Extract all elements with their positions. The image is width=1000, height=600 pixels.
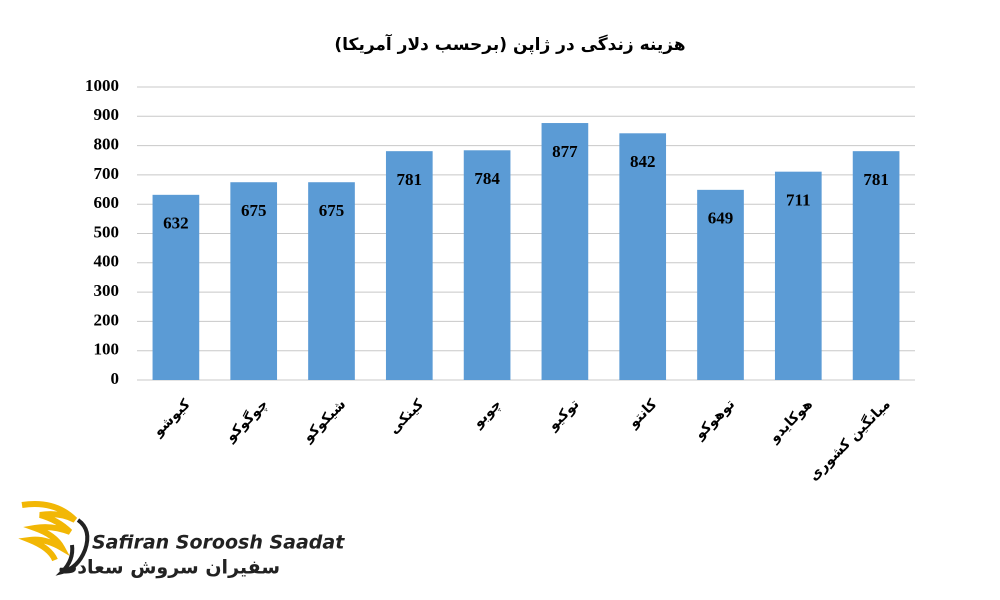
x-tick-label: توهوکو [691, 396, 738, 443]
bar [619, 133, 667, 380]
value-label: 842 [630, 152, 656, 171]
bar [541, 123, 589, 380]
value-label: 781 [863, 170, 889, 189]
logo-latin: Safiran Soroosh Saadat [92, 532, 345, 554]
x-tick-label: چوگوکو [221, 396, 271, 446]
bar [852, 151, 900, 380]
y-tick-label: 600 [94, 193, 120, 212]
x-tick-label: توکیو [545, 396, 583, 434]
x-tick-label: کینکی [386, 396, 428, 438]
bar [230, 182, 278, 380]
x-tick-label: چوبو [469, 396, 504, 431]
bar [308, 182, 355, 380]
value-label: 649 [708, 209, 734, 228]
x-tick-label: کیوشو [150, 396, 195, 441]
logo-persian: سفیران سروش سعادت [58, 557, 280, 579]
y-tick-label: 0 [111, 369, 120, 388]
bar [385, 151, 433, 380]
chart-title: هزینه زندگی در ژاپن (برحسب دلار آمریکا) [334, 33, 685, 55]
bar [463, 150, 511, 380]
y-tick-label: 800 [94, 135, 120, 154]
value-label: 877 [552, 142, 578, 161]
y-tick-label: 500 [94, 222, 120, 241]
y-tick-label: 100 [94, 340, 120, 359]
y-tick-label: 400 [94, 252, 120, 271]
y-tick-label: 1000 [85, 76, 119, 95]
value-label: 781 [397, 170, 423, 189]
logo-wing [18, 501, 78, 562]
logo-swan [55, 518, 90, 576]
value-label: 675 [241, 201, 267, 220]
bar [697, 189, 744, 380]
y-tick-label: 300 [94, 281, 120, 300]
bar [774, 171, 822, 380]
x-tick-label: میانگین کشوری [805, 396, 894, 485]
value-label: 784 [474, 169, 500, 188]
x-tick-label: شیکوکو [299, 396, 349, 446]
value-label: 675 [319, 201, 345, 220]
x-tick-label: کانتو [625, 396, 661, 432]
value-label: 711 [786, 191, 811, 210]
y-tick-label: 200 [94, 310, 120, 329]
y-tick-label: 700 [94, 164, 120, 183]
x-tick-label: هوکایدو [766, 396, 816, 446]
logo: Safiran Soroosh Saadat سفیران سروش سعادت [18, 501, 345, 579]
y-tick-label: 900 [94, 105, 120, 124]
bar [152, 194, 200, 380]
value-label: 632 [163, 214, 189, 233]
